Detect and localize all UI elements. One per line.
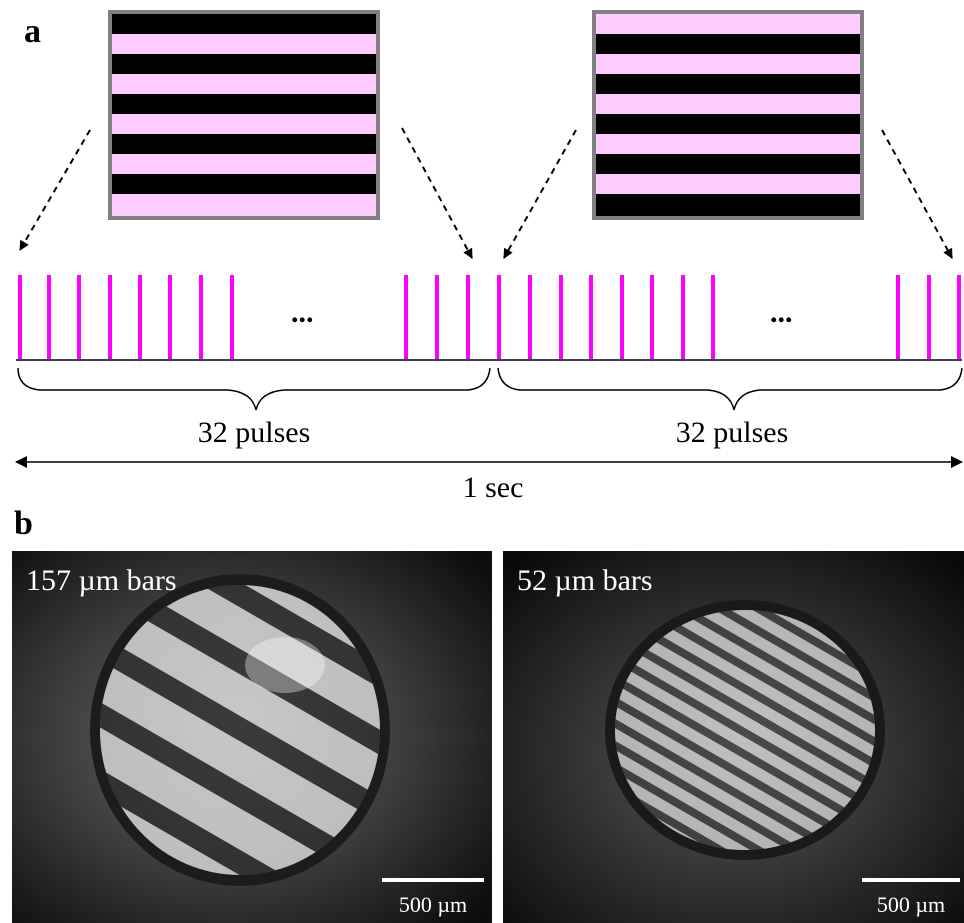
highlight [245,637,325,693]
ellipsis-2: ... [770,296,793,329]
scalebar-2-label: 500 µm [877,892,945,917]
brace-left [17,367,491,411]
ellipsis-1: ... [291,296,314,329]
dashed-arrow-2 [401,127,473,259]
brace-right [497,367,963,411]
dashed-arrows [19,127,953,259]
photo-52um: 52 µm bars 500 µm [503,551,964,923]
group-1-label: 32 pulses [198,416,311,449]
panel-b: b 157 µm bars 500 µm 52 µm bars 500 µm [12,505,964,923]
group-2-label: 32 pulses [676,416,789,449]
photo-157um: 157 µm bars 500 µm [12,551,492,923]
photo-1-label: 157 µm bars [26,564,177,597]
dashed-arrow-3 [503,129,577,259]
duration-label: 1 sec [463,471,524,504]
dashed-arrow-1 [19,129,91,251]
stripe-pattern-right [592,10,864,220]
panel-a: a [15,10,963,504]
panel-a-letter: a [24,13,41,50]
photo-2-label: 52 µm bars [517,564,653,597]
scalebar-1-label: 500 µm [399,892,467,917]
stripe-pattern-left [108,10,380,220]
dashed-arrow-4 [881,129,953,259]
pulse-train [18,275,961,359]
panel-b-letter: b [14,505,33,542]
